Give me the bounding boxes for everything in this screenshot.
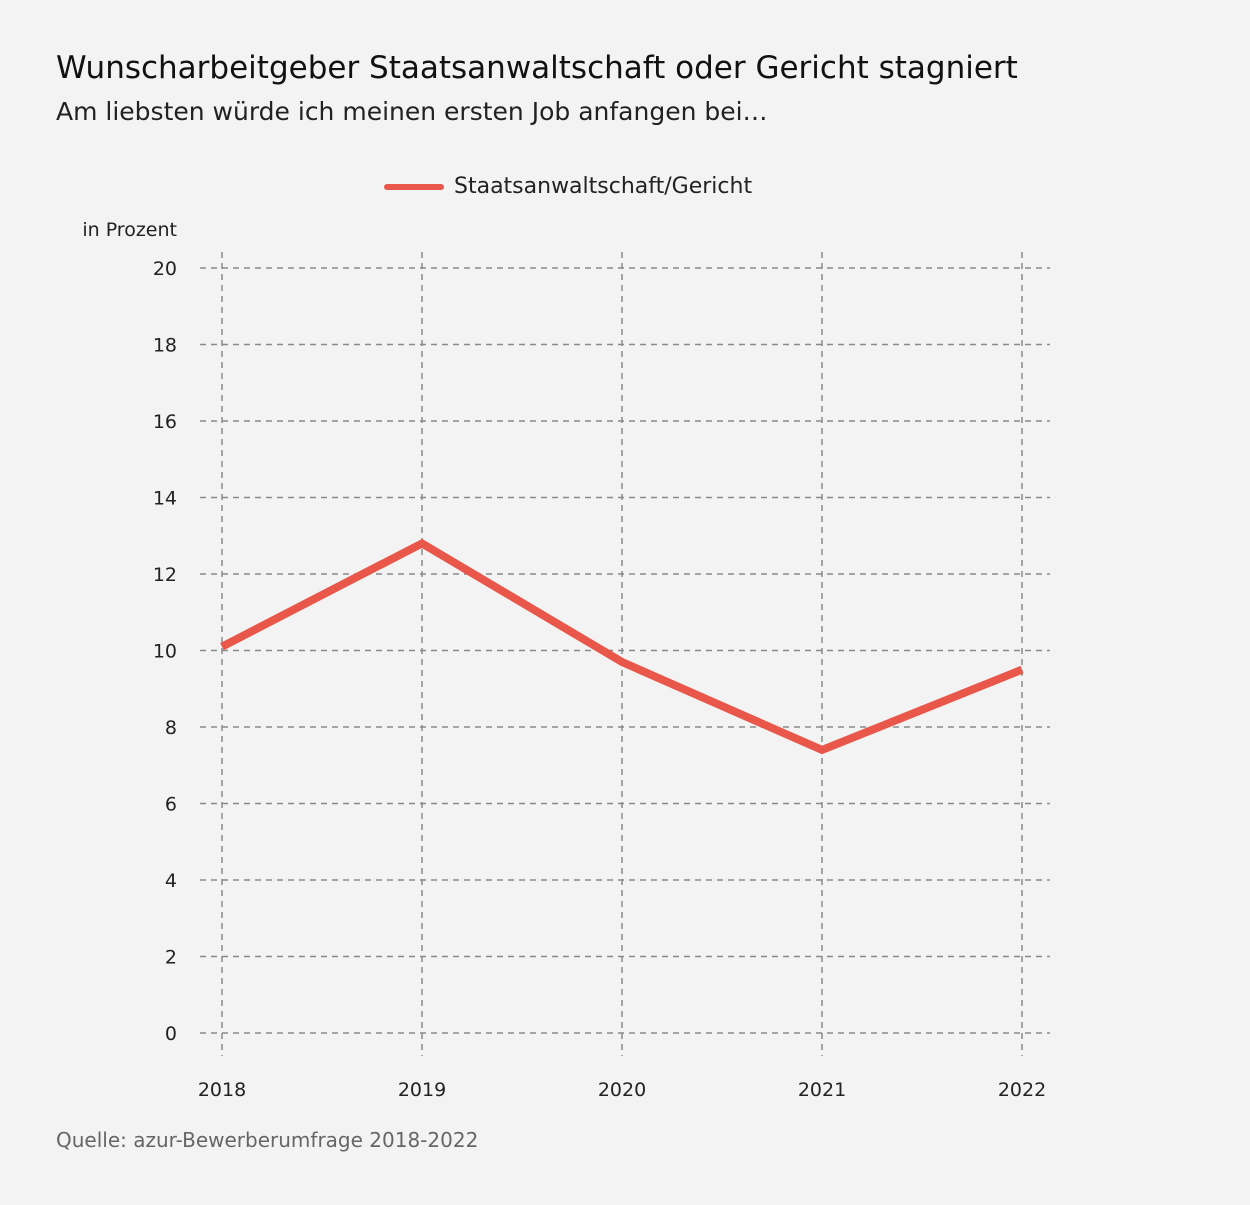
- chart-subtitle: Am liebsten würde ich meinen ersten Job …: [56, 97, 768, 126]
- y-tick-label: 2: [165, 947, 177, 969]
- y-tick-label: 12: [153, 564, 177, 586]
- legend-label: Staatsanwaltschaft/Gericht: [454, 174, 753, 199]
- x-tick-label: 2020: [598, 1079, 646, 1101]
- y-tick-label: 4: [165, 870, 177, 892]
- chart-title: Wunscharbeitgeber Staatsanwaltschaft ode…: [56, 50, 1018, 86]
- y-tick-label: 8: [165, 717, 177, 739]
- y-axis-unit-label: in Prozent: [82, 219, 177, 241]
- x-tick-label: 2022: [998, 1079, 1046, 1101]
- y-tick-label: 16: [153, 411, 177, 433]
- y-tick-label: 10: [153, 641, 177, 663]
- y-tick-label: 18: [153, 335, 177, 357]
- y-tick-label: 20: [153, 258, 177, 280]
- y-tick-label: 0: [165, 1023, 177, 1045]
- source-note: Quelle: azur-Bewerberumfrage 2018-2022: [56, 1128, 479, 1152]
- x-tick-label: 2021: [798, 1079, 846, 1101]
- legend: Staatsanwaltschaft/Gericht: [384, 174, 752, 199]
- x-tick-label: 2019: [398, 1079, 446, 1101]
- legend-swatch: [384, 183, 444, 190]
- y-tick-label: 14: [153, 488, 177, 510]
- x-tick-label: 2018: [198, 1079, 246, 1101]
- y-tick-label: 6: [165, 794, 177, 816]
